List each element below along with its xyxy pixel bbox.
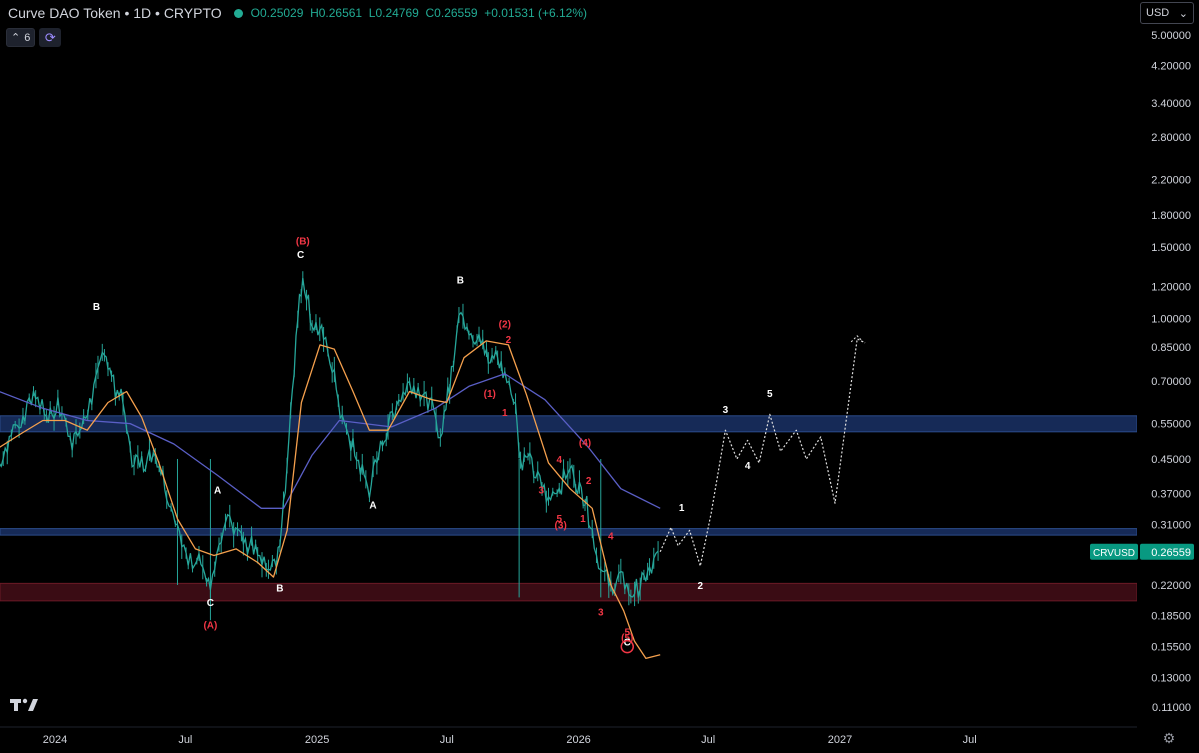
y-tick-label: 0.45000	[1151, 454, 1191, 466]
wave-label: 1	[679, 503, 685, 514]
wave-label: (4)	[579, 438, 591, 449]
wave-label: 3	[539, 485, 545, 496]
y-tick-label: 1.00000	[1151, 313, 1191, 325]
ma-fast-line	[0, 340, 661, 660]
wave-label: (A)	[203, 620, 217, 631]
current-price-label: 0.26559	[1151, 547, 1191, 559]
currency-select[interactable]: USD ⌄	[1140, 2, 1194, 24]
currency-label: USD	[1146, 7, 1170, 19]
indicators-toggle-button[interactable]: ⌃ 6	[6, 28, 36, 47]
wave-label: 4	[745, 461, 751, 472]
y-tick-label: 4.20000	[1151, 61, 1191, 73]
y-tick-label: 0.85000	[1151, 342, 1191, 354]
indicator-count: 6	[24, 31, 31, 44]
wave-label: C	[207, 598, 214, 609]
zone-resistance	[0, 415, 1138, 433]
ticker-tag-bg	[1090, 543, 1138, 560]
wave-label: C	[297, 250, 304, 261]
wave-label: (5)	[621, 633, 633, 644]
chevron-down-icon: ⌄	[1178, 7, 1188, 20]
tradingview-logo[interactable]	[10, 697, 40, 718]
projection-arrow	[850, 335, 864, 343]
price-series	[0, 278, 659, 598]
close-value: C0.26559	[425, 6, 478, 20]
wave-label: (1)	[484, 389, 496, 400]
wave-label: (2)	[499, 319, 511, 330]
x-tick-label: 2024	[43, 734, 67, 746]
y-tick-label: 0.70000	[1151, 376, 1191, 388]
price-axis-bg	[1137, 0, 1199, 753]
wave-circle-marker	[620, 639, 635, 654]
wave-label: C	[624, 637, 631, 648]
change-value: +0.01531 (+6.12%)	[484, 6, 587, 20]
y-tick-label: 1.50000	[1151, 242, 1191, 254]
y-tick-label: 3.40000	[1151, 98, 1191, 110]
x-tick-label: 2027	[828, 734, 852, 746]
current-price-tag-bg	[1140, 543, 1194, 560]
ticker-tag-label: CRVUSD	[1093, 548, 1135, 559]
x-tick-label: 2025	[305, 734, 329, 746]
wave-label: A	[369, 500, 376, 511]
wave-label: 2	[586, 476, 592, 487]
x-tick-label: Jul	[701, 734, 715, 746]
low-value: L0.24769	[368, 6, 419, 20]
wave-label: 5	[624, 628, 630, 639]
wave-label: 1	[580, 514, 586, 525]
wave-label: B	[276, 583, 283, 594]
market-status-icon	[233, 8, 243, 18]
wave-label: (B)	[296, 237, 310, 248]
wave-label: 1	[502, 408, 508, 419]
y-tick-label: 5.00000	[1151, 30, 1191, 42]
x-tick-label: Jul	[963, 734, 977, 746]
y-tick-label: 0.13000	[1151, 673, 1191, 685]
y-tick-label: 0.55000	[1151, 419, 1191, 431]
y-tick-label: 1.80000	[1151, 210, 1191, 222]
wave-label: 5	[556, 514, 562, 525]
tradingview-logo-icon	[10, 698, 38, 711]
high-value: H0.26561	[310, 6, 363, 20]
indicator-bar: ⌃ 6 ⟳	[6, 28, 62, 47]
x-tick-label: Jul	[178, 734, 192, 746]
wave-label: 2	[506, 335, 512, 346]
chevron-up-icon: ⌃	[11, 32, 21, 44]
projection-path	[659, 338, 866, 567]
ma-slow-line	[0, 373, 661, 509]
wave-label: B	[93, 302, 100, 313]
ohlc-values: O0.25029 H0.26561 L0.24769 C0.26559 +0.0…	[251, 6, 587, 20]
wave-label: 4	[608, 531, 614, 542]
wave-label: A	[214, 485, 221, 496]
zone-mid	[0, 528, 1138, 536]
x-tick-label: 2026	[566, 734, 590, 746]
y-tick-label: 0.11000	[1152, 702, 1191, 714]
wave-label: 4	[556, 455, 562, 466]
wave-label: B	[457, 275, 464, 286]
settings-gear-icon[interactable]: ⚙	[1162, 730, 1176, 746]
wave-label: (3)	[555, 521, 567, 532]
wave-label: 2	[698, 581, 704, 592]
symbol-header: Curve DAO Token • 1D • CRYPTO O0.25029 H…	[8, 5, 587, 21]
wave-label: 3	[723, 405, 729, 416]
y-tick-label: 2.80000	[1151, 132, 1191, 144]
y-tick-label: 0.31000	[1151, 520, 1191, 532]
open-value: O0.25029	[250, 6, 304, 20]
y-tick-label: 2.20000	[1151, 175, 1191, 187]
symbol-title[interactable]: Curve DAO Token • 1D • CRYPTO	[8, 5, 222, 21]
y-tick-label: 0.18500	[1151, 610, 1191, 622]
y-tick-label: 0.22000	[1151, 580, 1191, 592]
zone-support	[0, 582, 1138, 602]
sync-icon[interactable]: ⟳	[39, 28, 62, 47]
wave-label: 3	[598, 607, 604, 618]
y-tick-label: 0.37000	[1151, 488, 1191, 500]
y-tick-label: 1.20000	[1151, 281, 1191, 293]
wave-label: 5	[767, 389, 773, 400]
x-tick-label: Jul	[440, 734, 454, 746]
y-tick-label: 0.15500	[1151, 642, 1191, 654]
